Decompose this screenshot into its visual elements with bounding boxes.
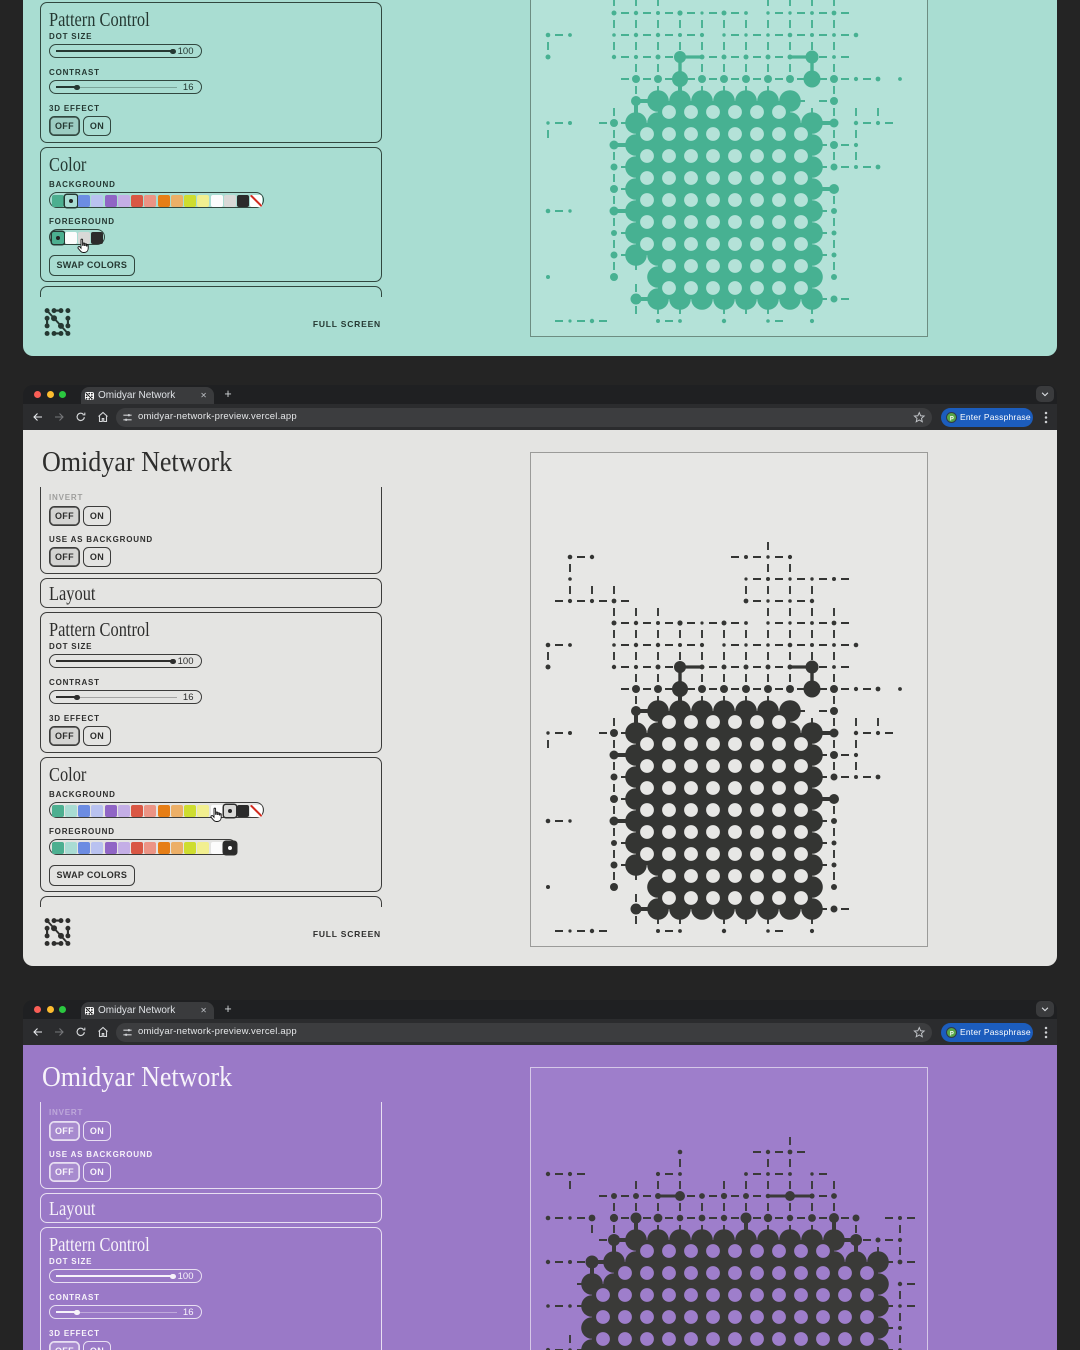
svg-text:P: P (949, 416, 953, 421)
svg-text:P: P (949, 1031, 953, 1036)
